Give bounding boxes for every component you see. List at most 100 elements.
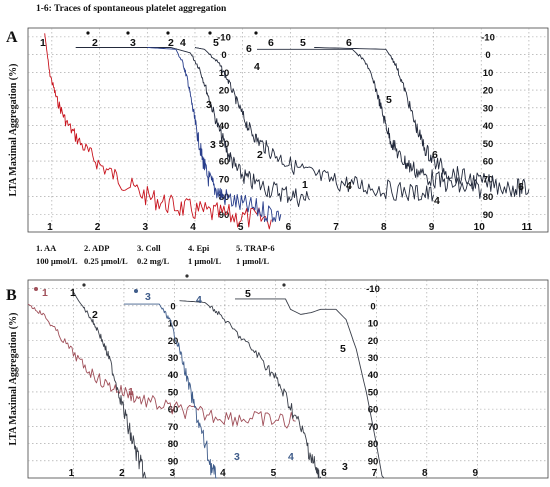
panel-b: 0102030405060708090-10010203040506070809… <box>6 243 549 479</box>
series-line-2 <box>75 47 310 208</box>
y-tick-label-inner: 70 <box>219 174 230 185</box>
panel-a: -100102030405060708090-10010203040506070… <box>6 27 549 233</box>
trace-label: 3 <box>210 139 216 151</box>
trace-start-marker <box>86 31 90 35</box>
y-tick-label-outer: 0 <box>485 50 490 61</box>
y-tick-label-inner: 10 <box>219 68 230 79</box>
plot-frame <box>27 279 549 479</box>
series-line-5 <box>257 48 482 199</box>
trace-start-marker <box>282 283 286 287</box>
x-tick-label: 1 <box>47 222 53 233</box>
series-line-1 <box>27 303 296 429</box>
y-tick-label-inner: 90 <box>219 210 230 221</box>
trace-label: 3 <box>130 37 136 49</box>
x-tick-label: 8 <box>422 468 428 479</box>
trace-label: 2 <box>92 309 98 321</box>
trace-label: 4 <box>180 37 186 49</box>
series-line-2 <box>73 291 147 479</box>
y-tick-label-outer: 60 <box>368 405 379 416</box>
legend-concentration: 0.2 mg/L <box>137 256 169 266</box>
series-line-1 <box>44 33 272 230</box>
legend-concentration: 1 µmol/L <box>188 256 221 266</box>
y-tick-label-outer: -10 <box>366 284 380 295</box>
trace-label: 5 <box>300 37 306 49</box>
x-tick-label: 11 <box>522 222 533 233</box>
series-line-4 <box>179 300 322 479</box>
y-tick-label-inner: 30 <box>168 353 179 364</box>
trace-label: 4 <box>434 195 440 207</box>
y-tick-label-outer: 10 <box>483 68 494 79</box>
trace-label: 4 <box>288 451 294 463</box>
x-tick-label: 6 <box>321 468 327 479</box>
x-tick-label: 9 <box>473 468 479 479</box>
y-tick-label-inner: 0 <box>170 301 175 312</box>
panel-label: B <box>6 287 17 304</box>
y-tick-label-inner: 0 <box>221 50 226 61</box>
trace-label: 4 <box>196 294 202 306</box>
trace-label: 2 <box>168 37 174 49</box>
trace-start-marker <box>134 289 138 293</box>
legend-name: 1. AA <box>36 243 57 253</box>
trace-label: 6 <box>518 181 524 193</box>
x-tick-label: 3 <box>142 222 148 233</box>
trace-label: 1 <box>40 37 46 49</box>
y-tick-label-outer: 50 <box>368 387 379 398</box>
trace-label: 5 <box>245 288 251 300</box>
legend-name: 2. ADP <box>84 243 110 253</box>
y-tick-label-inner: 40 <box>219 121 230 132</box>
y-tick-label-outer: 40 <box>368 370 379 381</box>
trace-label: 3 <box>145 291 151 303</box>
y-tick-label-inner: 40 <box>168 370 179 381</box>
x-tick-label: 8 <box>381 222 387 233</box>
trace-label: 1 <box>70 287 76 299</box>
trace-label: 3 <box>206 99 212 111</box>
legend-concentration: 1 µmol/L <box>236 256 269 266</box>
y-tick-label-outer: 0 <box>370 301 375 312</box>
figure-title: 1-6: Traces of spontaneous platelet aggr… <box>36 4 227 14</box>
trace-start-marker <box>208 31 212 35</box>
trace-label: 1 <box>42 287 48 299</box>
y-tick-label-outer: 80 <box>368 439 379 450</box>
panel-label: A <box>6 29 18 46</box>
legend-concentration: 100 µmol/L <box>36 256 78 266</box>
trace-label: 4 <box>346 180 352 192</box>
y-axis-label: LTA Maximal Aggregation (%) <box>8 64 19 197</box>
x-tick-label: 4 <box>220 468 226 479</box>
y-tick-label-inner: 50 <box>168 387 179 398</box>
trace-label: 3 <box>234 451 240 463</box>
trace-label: 6 <box>246 43 252 55</box>
trace-label: 2 <box>92 37 98 49</box>
x-tick-label: 4 <box>190 222 196 233</box>
plot-frame <box>27 27 549 233</box>
legend-name: 4. Epi <box>188 243 210 253</box>
y-tick-label-outer: 80 <box>483 192 494 203</box>
y-tick-label-inner: -10 <box>217 32 231 43</box>
y-tick-label-inner: 20 <box>168 336 179 347</box>
y-tick-label-outer: 40 <box>483 121 494 132</box>
trace-label: 5 <box>213 37 219 49</box>
trace-label: 6 <box>346 37 352 49</box>
y-tick-label-inner: 70 <box>168 422 179 433</box>
y-tick-label-inner: 60 <box>219 157 230 168</box>
x-tick-label: 7 <box>372 468 378 479</box>
trace-label: 6 <box>268 37 274 49</box>
series-line-3 <box>123 303 218 479</box>
trace-start-marker <box>254 31 258 35</box>
x-tick-label: 2 <box>119 468 125 479</box>
trace-start-marker <box>166 31 170 35</box>
y-tick-label-inner: 90 <box>168 456 179 467</box>
x-tick-label: 10 <box>474 222 486 233</box>
y-tick-label-inner: 80 <box>168 439 179 450</box>
trace-label: 1 <box>302 179 308 191</box>
y-tick-label-inner: 50 <box>219 139 230 150</box>
series-line-6 <box>314 47 530 198</box>
trace-start-marker <box>82 283 86 287</box>
x-tick-label: 9 <box>429 222 435 233</box>
y-tick-label-outer: 10 <box>368 319 379 330</box>
x-tick-label: 5 <box>271 468 277 479</box>
y-tick-label-inner: 30 <box>219 103 230 114</box>
y-tick-label-inner: 20 <box>219 86 230 97</box>
trace-label: 2 <box>257 149 263 161</box>
y-tick-label-outer: -10 <box>481 32 495 43</box>
